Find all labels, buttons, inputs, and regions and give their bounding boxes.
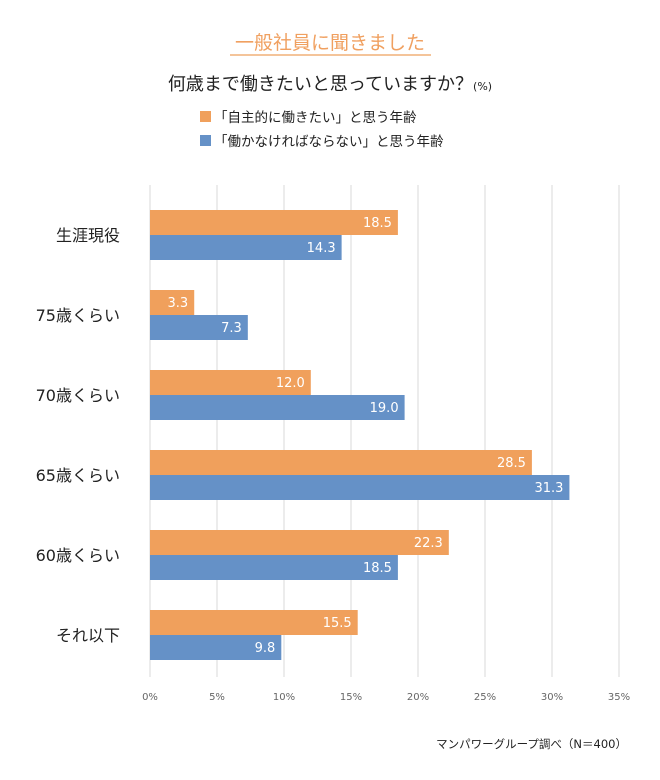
bar-blue (150, 475, 570, 500)
data-label: 31.3 (534, 481, 563, 496)
x-tick-label: 20% (407, 692, 429, 703)
legend-item-obligatory: 「働かなければならない」と思う年齢 (200, 130, 444, 150)
category-label: 75歳くらい (36, 306, 120, 325)
legend-item-voluntary: 「自主的に働きたい」と思う年齢 (200, 106, 417, 126)
bar-orange (150, 450, 532, 475)
data-label: 28.5 (497, 456, 526, 471)
source-note: マンパワーグループ調べ（N＝400） (436, 737, 627, 751)
data-label: 15.5 (323, 616, 352, 631)
data-label: 19.0 (370, 401, 399, 416)
category-label: 60歳くらい (36, 546, 120, 565)
category-label: それ以下 (56, 626, 120, 645)
x-tick-label: 10% (273, 692, 295, 703)
data-label: 7.3 (221, 321, 242, 336)
data-label: 9.8 (255, 641, 276, 656)
chart-subtitle: 一般社員に聞きました (234, 32, 425, 54)
data-label: 3.3 (168, 296, 189, 311)
legend-label: 「自主的に働きたい」と思う年齢 (214, 110, 417, 126)
x-tick-label: 5% (209, 692, 225, 703)
bar-blue (150, 635, 282, 660)
category-label: 生涯現役 (56, 226, 120, 245)
bar-blue (150, 235, 342, 260)
data-label: 18.5 (363, 216, 392, 231)
data-label: 18.5 (363, 561, 392, 576)
bar-orange (150, 610, 358, 635)
bar-blue (150, 395, 405, 420)
x-tick-label: 35% (608, 692, 630, 703)
bar-orange (150, 530, 449, 555)
x-tick-label: 25% (474, 692, 496, 703)
bar-blue (150, 555, 398, 580)
data-label: 22.3 (414, 536, 443, 551)
bar-blue (150, 315, 248, 340)
x-tick-label: 0% (142, 692, 158, 703)
legend-swatch-blue (200, 134, 211, 146)
legend-label: 「働かなければならない」と思う年齢 (214, 134, 444, 150)
x-tick-label: 30% (541, 692, 563, 703)
title-text: 何歳まで働きたいと思っていますか？ (167, 74, 474, 95)
bar-orange (150, 210, 398, 235)
data-label: 14.3 (307, 241, 336, 256)
legend-swatch-orange (200, 110, 211, 122)
title-unit: (%) (473, 80, 493, 93)
x-tick-label: 15% (340, 692, 362, 703)
bar-orange (150, 370, 311, 395)
bar-orange (150, 290, 195, 315)
subtitle-underline (230, 54, 431, 56)
category-label: 65歳くらい (36, 466, 120, 485)
data-label: 12.0 (276, 376, 305, 391)
category-label: 70歳くらい (36, 386, 120, 405)
chart-title: 何歳まで働きたいと思っていますか？(%) (0, 70, 660, 96)
